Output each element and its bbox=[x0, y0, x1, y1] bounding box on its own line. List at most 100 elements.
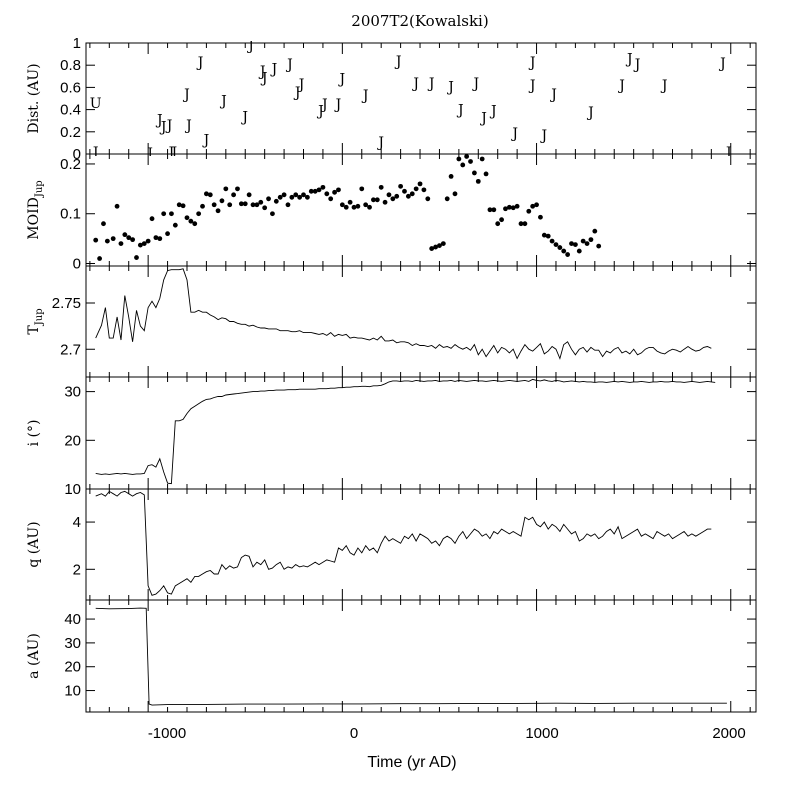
data-layer bbox=[93, 154, 602, 261]
data-point-label: J bbox=[549, 87, 557, 103]
data-point bbox=[514, 203, 520, 209]
data-point bbox=[421, 187, 427, 193]
data-point bbox=[258, 199, 264, 205]
data-point-label: J bbox=[91, 145, 99, 161]
y-axis-label-text: a (AU) bbox=[26, 633, 42, 679]
data-point bbox=[122, 232, 128, 238]
data-point bbox=[569, 241, 574, 247]
data-point-label: J bbox=[456, 103, 464, 119]
y-tick-label: 10 bbox=[64, 481, 81, 498]
data-point bbox=[238, 201, 244, 207]
y-tick-label: 2 bbox=[73, 561, 81, 578]
data-point bbox=[588, 237, 594, 243]
y-tick-label: 30 bbox=[64, 384, 81, 401]
data-point bbox=[355, 203, 361, 209]
series-line bbox=[95, 378, 716, 485]
data-point bbox=[172, 222, 178, 228]
y-tick-label: 20 bbox=[64, 432, 81, 449]
data-point-label: J bbox=[586, 105, 594, 121]
series-line bbox=[95, 490, 712, 596]
y-axis-label: i (°) bbox=[26, 420, 42, 447]
data-point bbox=[242, 201, 248, 207]
data-point bbox=[246, 192, 252, 198]
data-point-label: J bbox=[285, 57, 293, 73]
data-point-label: U bbox=[90, 96, 102, 112]
data-point bbox=[262, 205, 268, 211]
data-point bbox=[343, 204, 349, 210]
data-point-label: J bbox=[297, 77, 305, 93]
data-point bbox=[157, 236, 163, 242]
data-point bbox=[363, 202, 369, 208]
data-point bbox=[557, 245, 563, 250]
data-point bbox=[137, 242, 143, 248]
data-point bbox=[328, 196, 334, 202]
data-point bbox=[204, 191, 209, 197]
data-point-label: J bbox=[196, 55, 204, 71]
data-point bbox=[126, 235, 132, 241]
data-point bbox=[538, 214, 543, 220]
data-point bbox=[141, 241, 147, 247]
data-point bbox=[460, 162, 466, 168]
data-point-label: J bbox=[724, 145, 732, 161]
data-point bbox=[565, 252, 571, 257]
data-point bbox=[425, 196, 431, 202]
y-tick-label: 20 bbox=[64, 659, 81, 676]
data-point bbox=[250, 202, 256, 208]
data-point-label: J bbox=[240, 109, 248, 125]
y-tick-label: 2.75 bbox=[52, 295, 81, 312]
data-point bbox=[530, 203, 536, 209]
data-point bbox=[487, 207, 493, 213]
data-point bbox=[437, 243, 442, 248]
data-point bbox=[285, 202, 291, 208]
y-axis-label-subscript: Jup bbox=[34, 308, 45, 326]
data-point bbox=[472, 170, 477, 176]
data-point-label: J bbox=[165, 118, 173, 134]
data-point bbox=[553, 242, 559, 247]
data-point bbox=[398, 183, 404, 189]
data-point bbox=[390, 196, 396, 202]
data-point bbox=[266, 196, 271, 202]
y-tick-label: 4 bbox=[73, 514, 81, 531]
data-point bbox=[304, 194, 310, 200]
x-tick-label: 1000 bbox=[525, 725, 558, 742]
data-point bbox=[468, 159, 473, 164]
data-point bbox=[440, 241, 446, 247]
data-point bbox=[273, 198, 279, 204]
data-point-label: J bbox=[718, 56, 726, 72]
data-point-label: J bbox=[219, 94, 227, 110]
data-point-label: J bbox=[394, 54, 402, 70]
data-point bbox=[235, 186, 240, 192]
data-point bbox=[576, 248, 582, 254]
data-point bbox=[188, 218, 194, 224]
data-point bbox=[572, 242, 578, 247]
data-point bbox=[336, 187, 341, 193]
data-point bbox=[97, 256, 102, 261]
data-layer bbox=[95, 378, 716, 485]
data-point bbox=[371, 197, 376, 203]
y-axis-label-subscript: Jup bbox=[34, 180, 45, 198]
data-point-label: J bbox=[446, 79, 454, 95]
data-point bbox=[118, 241, 124, 247]
data-point-label: J bbox=[540, 128, 548, 144]
data-point bbox=[347, 199, 353, 205]
x-tick-labels: -1000 0 1000 2000 bbox=[148, 725, 746, 742]
data-point-label: J bbox=[472, 76, 480, 92]
data-point-label: J bbox=[260, 70, 268, 86]
data-point bbox=[444, 196, 450, 202]
data-point-label: J bbox=[338, 72, 346, 88]
series-line bbox=[95, 607, 727, 706]
data-point-label: J bbox=[625, 52, 633, 68]
data-point bbox=[561, 248, 567, 254]
data-point-label: J bbox=[479, 110, 487, 126]
data-point bbox=[359, 186, 365, 192]
data-point bbox=[503, 206, 508, 212]
data-point bbox=[584, 241, 590, 247]
data-point bbox=[332, 189, 337, 195]
y-axis-label-text: q (AU) bbox=[26, 521, 42, 567]
data-point-label: J bbox=[293, 85, 301, 101]
chart-title: 2007T2(Kowalski) bbox=[351, 12, 488, 30]
